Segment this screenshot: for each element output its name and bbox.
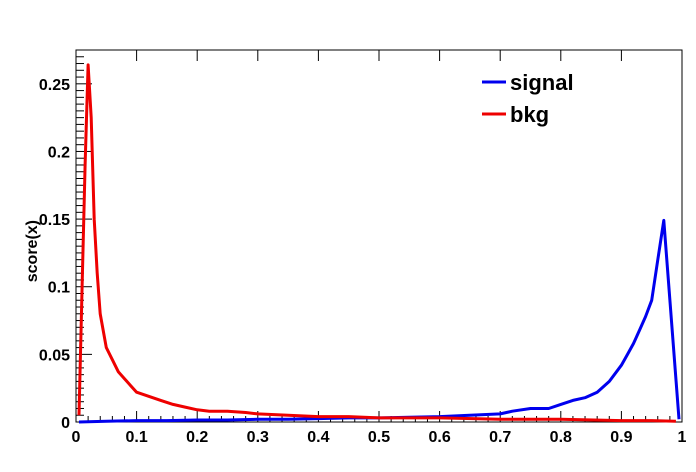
series-layer — [77, 63, 681, 424]
x-tick-label: 0.8 — [550, 429, 572, 446]
series-line-signal — [78, 218, 681, 424]
y-tick-label: 0.1 — [48, 280, 70, 297]
y-axis-title: score(x) — [24, 220, 41, 282]
x-tick-label: 0.4 — [307, 429, 329, 446]
legend: signal bkg — [482, 70, 574, 127]
x-tick-label: 0.7 — [489, 429, 511, 446]
y-tick-label: 0.25 — [39, 77, 70, 94]
series-line-bkg — [77, 63, 676, 423]
x-tick-label: 0.2 — [186, 429, 208, 446]
y-tick-label: 0.15 — [39, 212, 70, 229]
legend-label-signal: signal — [510, 70, 574, 95]
y-tick-label: 0.05 — [39, 347, 70, 364]
y-tick-label: 0 — [61, 415, 70, 432]
legend-label-bkg: bkg — [510, 102, 549, 127]
x-tick-label: 0.1 — [125, 429, 147, 446]
x-tick-label: 0.5 — [368, 429, 390, 446]
x-axis-ticks: 0 0.1 0.2 0.3 0.4 0.5 0.6 0.7 0.8 0.9 1 — [72, 50, 687, 446]
x-tick-label: 0 — [72, 429, 81, 446]
y-tick-label: 0.2 — [48, 144, 70, 161]
x-tick-label: 0.9 — [610, 429, 632, 446]
x-tick-label: 0.3 — [247, 429, 269, 446]
plot-frame — [75, 49, 683, 423]
x-tick-label: 1 — [678, 429, 687, 446]
x-tick-label: 0.6 — [428, 429, 450, 446]
